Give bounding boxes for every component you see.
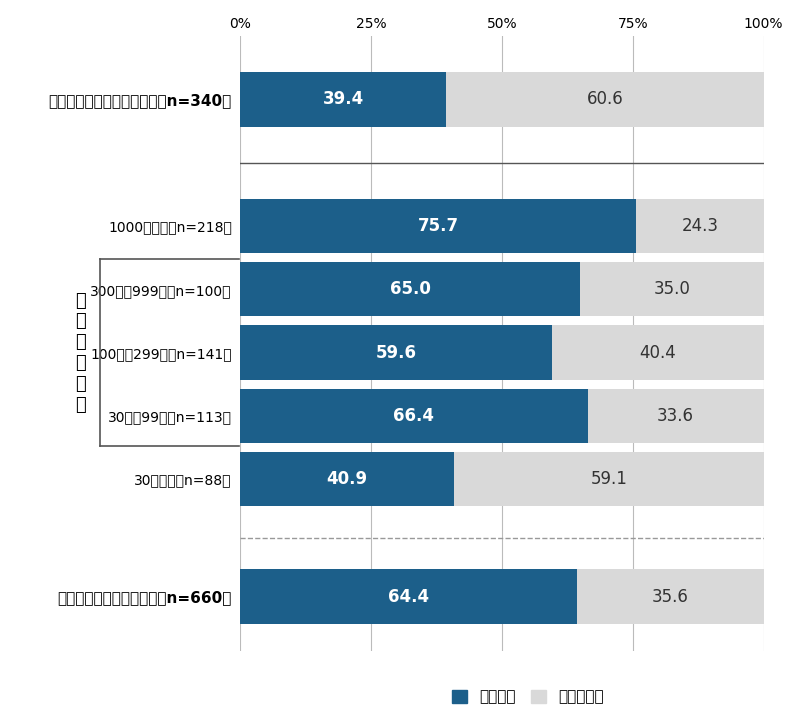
Bar xyxy=(240,569,578,623)
Text: 75.7: 75.7 xyxy=(418,217,459,235)
Bar xyxy=(446,72,763,126)
Text: 24.3: 24.3 xyxy=(682,217,718,235)
Bar xyxy=(240,452,454,506)
Bar xyxy=(240,262,581,317)
Bar xyxy=(637,199,763,253)
Bar xyxy=(240,388,588,443)
Text: 40.4: 40.4 xyxy=(639,344,676,361)
Bar xyxy=(588,388,763,443)
Text: 59.1: 59.1 xyxy=(590,470,627,488)
Bar xyxy=(454,452,763,506)
Bar xyxy=(552,325,763,380)
Text: 33.6: 33.6 xyxy=(657,407,694,425)
Text: 64.4: 64.4 xyxy=(388,587,430,606)
Legend: している, していない: している, していない xyxy=(452,689,604,704)
Text: 40.9: 40.9 xyxy=(326,470,368,488)
Text: 59.6: 59.6 xyxy=(376,344,417,361)
Text: 60.6: 60.6 xyxy=(586,90,623,109)
Bar xyxy=(581,262,763,317)
Bar xyxy=(578,569,763,623)
Bar xyxy=(240,72,446,126)
Text: 35.0: 35.0 xyxy=(654,280,690,298)
Text: 従
業
員
規
模
別: 従 業 員 規 模 別 xyxy=(75,292,86,413)
Text: 39.4: 39.4 xyxy=(322,90,364,109)
Bar xyxy=(240,199,637,253)
Bar xyxy=(240,325,552,380)
Text: 66.4: 66.4 xyxy=(394,407,434,425)
Text: 35.6: 35.6 xyxy=(652,587,689,606)
Text: 65.0: 65.0 xyxy=(390,280,430,298)
